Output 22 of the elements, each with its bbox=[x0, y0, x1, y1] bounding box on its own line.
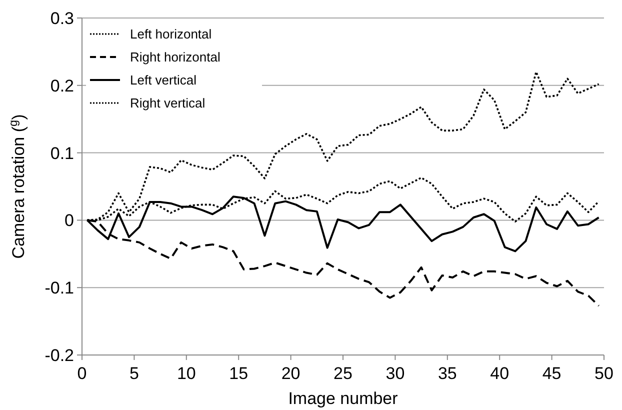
legend-label: Left horizontal bbox=[130, 26, 212, 42]
x-tick-label: 45 bbox=[542, 364, 562, 383]
y-tick-label: -0.1 bbox=[44, 278, 74, 298]
legend-label: Left vertical bbox=[130, 72, 197, 88]
y-tick-label: 0.1 bbox=[50, 144, 74, 163]
x-tick-label: 30 bbox=[386, 364, 405, 383]
x-tick-label: 25 bbox=[334, 364, 352, 383]
legend-label: Right vertical bbox=[130, 96, 206, 111]
x-axis-title: Image number bbox=[288, 389, 398, 408]
x-tick-label: 50 bbox=[594, 364, 614, 383]
x-tick-label: 20 bbox=[281, 364, 300, 383]
legend-label: Right horizontal bbox=[130, 50, 220, 65]
x-tick-label: 5 bbox=[129, 364, 139, 383]
x-tick-label: 10 bbox=[176, 364, 196, 383]
x-tick-label: 0 bbox=[77, 364, 87, 383]
y-tick-label: 0 bbox=[64, 211, 74, 230]
x-tick-label: 35 bbox=[438, 364, 457, 383]
y-tick-label: 0.3 bbox=[50, 8, 74, 28]
x-tick-label: 40 bbox=[490, 364, 510, 383]
y-tick-label: -0.2 bbox=[44, 346, 74, 365]
x-tick-label: 15 bbox=[229, 364, 248, 383]
y-tick-label: 0.2 bbox=[50, 76, 74, 96]
